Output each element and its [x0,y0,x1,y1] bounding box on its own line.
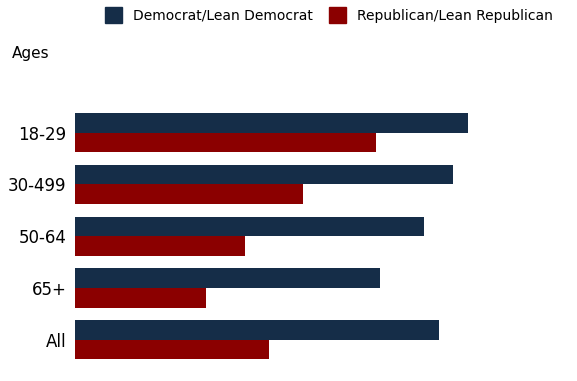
Bar [75,184,303,204]
Bar [75,236,245,256]
Bar [75,113,467,133]
Bar [75,165,453,184]
Bar [75,288,206,307]
Bar [75,216,424,236]
Legend: Democrat/Lean Democrat, Republican/Lean Republican: Democrat/Lean Democrat, Republican/Lean … [105,7,553,23]
Bar [75,320,439,340]
Bar [75,133,376,152]
Bar [75,340,269,359]
Bar [75,268,380,288]
Text: Ages: Ages [12,46,49,61]
